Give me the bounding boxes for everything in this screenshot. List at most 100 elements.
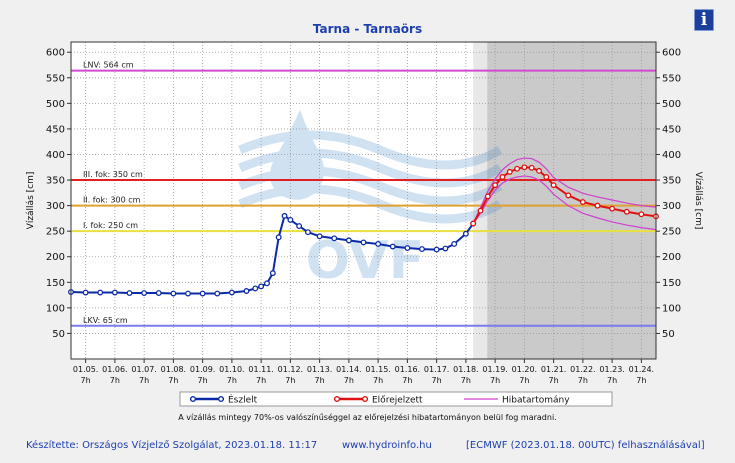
reference-line-label: I. fok: 250 cm [83, 221, 138, 230]
x-tick-label-date: 01.13. [307, 365, 332, 374]
x-tick-label-date: 01.18. [453, 365, 478, 374]
observed-point [264, 280, 270, 287]
observed-point [345, 237, 352, 244]
info-icon[interactable]: i [694, 9, 714, 31]
forecast-point [528, 164, 535, 171]
observed-point [451, 241, 458, 247]
x-tick-label-date: 01.23. [599, 365, 624, 374]
y-tick-label-right: 550 [662, 73, 681, 84]
observed-point [419, 246, 425, 253]
x-tick-label-date: 01.21. [541, 365, 566, 374]
observed-point [316, 233, 323, 240]
y-tick-label: 300 [46, 201, 65, 212]
forecast-point [543, 174, 550, 180]
forecast-point [623, 208, 630, 215]
forecast-point [499, 174, 506, 180]
x-tick-label-date: 01.20. [512, 365, 537, 374]
x-tick-label-date: 01.16. [395, 365, 420, 374]
x-tick-label-date: 01.12. [278, 365, 303, 374]
x-tick-label-hour: 7h [636, 376, 646, 385]
observed-point [252, 285, 259, 292]
forecast-point [514, 165, 521, 172]
x-tick-label-hour: 7h [285, 376, 295, 385]
y-tick-label: 100 [46, 303, 65, 314]
y-axis-title: Vízállás [cm] [26, 172, 36, 230]
x-tick-label-date: 01.17. [424, 365, 449, 374]
y-tick-label-right: 50 [662, 329, 675, 340]
x-tick-label-hour: 7h [402, 376, 412, 385]
x-tick-label-date: 01.22. [570, 365, 595, 374]
x-tick-label-hour: 7h [461, 376, 471, 385]
legend-marker [218, 396, 224, 402]
reference-line-label: III. fok: 350 cm [83, 170, 143, 179]
forecast-point [594, 202, 601, 209]
x-tick-label-date: 01.19. [482, 365, 507, 374]
y-tick-label-right: 300 [662, 201, 681, 212]
y-axis-title-right: Vízállás [cm] [693, 172, 703, 230]
y-tick-label: 600 [46, 48, 65, 59]
x-tick-label-hour: 7h [344, 376, 354, 385]
y-tick-label: 550 [46, 73, 65, 84]
x-tick-label-date: 01.11. [248, 365, 273, 374]
x-tick-label-hour: 7h [373, 376, 383, 385]
forecast-transition-band [473, 42, 488, 359]
y-tick-label-right: 600 [662, 48, 681, 59]
reference-line-label: LNV: 564 cm [83, 61, 134, 70]
x-tick-label-date: 01.24. [629, 365, 654, 374]
observed-point [243, 288, 250, 294]
y-tick-label: 50 [52, 329, 65, 340]
observed-point [404, 245, 411, 251]
observed-point [389, 243, 396, 250]
x-tick-label-hour: 7h [432, 376, 442, 385]
observed-point [170, 290, 177, 297]
chart-title: Tarna - Tarnaörs [312, 22, 423, 36]
x-tick-label-hour: 7h [81, 376, 91, 385]
x-tick-label-date: 01.10. [219, 365, 244, 374]
observed-point [462, 230, 469, 237]
y-tick-label-right: 100 [662, 303, 681, 314]
forecast-point [492, 182, 499, 189]
forecast-point [579, 199, 586, 205]
y-tick-label-right: 500 [662, 99, 681, 110]
y-tick-label-right: 250 [662, 227, 681, 238]
y-tick-label: 250 [46, 227, 65, 238]
observed-point [281, 212, 288, 219]
y-tick-label: 200 [46, 252, 65, 263]
observed-point [97, 289, 104, 296]
forecast-point [565, 192, 572, 199]
observed-point [375, 241, 382, 247]
footer-website[interactable]: www.hydroinfo.hu [342, 440, 432, 451]
error-band-upper [472, 157, 657, 224]
x-tick-label-hour: 7h [607, 376, 617, 385]
observed-point [269, 270, 276, 277]
x-tick-label-hour: 7h [227, 376, 237, 385]
y-tick-label-right: 150 [662, 278, 681, 289]
forecast-point [609, 205, 616, 212]
y-tick-label-right: 200 [662, 252, 681, 263]
forecast-point [550, 182, 557, 189]
x-tick-label-date: 01.06. [102, 365, 127, 374]
y-tick-label: 350 [46, 176, 65, 187]
observed-point [228, 289, 235, 296]
legend-label: Hibatartomány [502, 396, 570, 406]
footer-made-by: Készítette: Országos Vízjelző Szolgálat,… [26, 440, 318, 451]
x-tick-label-hour: 7h [519, 376, 529, 385]
forecast-point [470, 220, 477, 227]
observed-point [433, 246, 440, 253]
observed-point [442, 245, 449, 252]
forecast-point [484, 193, 491, 200]
forecast-point [638, 211, 645, 218]
x-tick-label-hour: 7h [168, 376, 178, 385]
y-tick-label: 400 [46, 150, 65, 161]
observed-point [258, 283, 265, 290]
legend-label: Előrejelzett [372, 396, 423, 406]
legend-label: Észlelt [228, 394, 258, 406]
x-tick-label-hour: 7h [315, 376, 325, 385]
legend-box [179, 391, 613, 407]
forecast-point [521, 164, 528, 171]
plot-border [70, 41, 657, 360]
observed-point [82, 289, 89, 296]
footnote: A vízállás mintegy 70%-os valószínűségge… [178, 413, 557, 422]
y-tick-label: 150 [46, 278, 65, 289]
y-tick-label: 450 [46, 124, 65, 135]
